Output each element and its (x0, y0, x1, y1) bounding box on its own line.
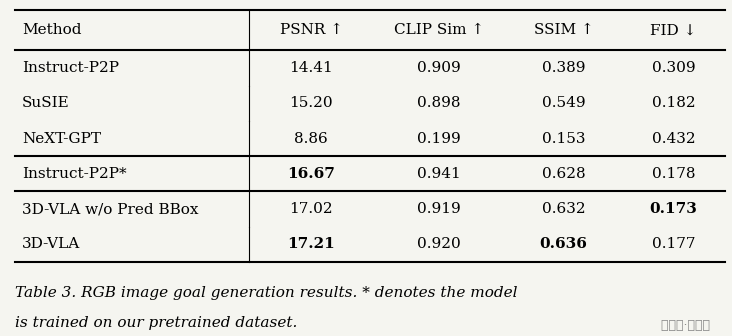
Text: 15.20: 15.20 (289, 96, 333, 110)
Text: FID ↓: FID ↓ (650, 23, 697, 37)
Text: 0.919: 0.919 (417, 202, 461, 216)
Text: Table 3. RGB image goal generation results. * denotes the model: Table 3. RGB image goal generation resul… (15, 286, 517, 300)
Text: 0.389: 0.389 (542, 61, 586, 75)
Text: 0.182: 0.182 (651, 96, 695, 110)
Text: 0.173: 0.173 (649, 202, 698, 216)
Text: 0.909: 0.909 (417, 61, 461, 75)
Text: 0.153: 0.153 (542, 132, 586, 145)
Text: 16.67: 16.67 (287, 167, 335, 181)
Text: Method: Method (22, 23, 81, 37)
Text: SuSIE: SuSIE (22, 96, 70, 110)
Text: is trained on our pretrained dataset.: is trained on our pretrained dataset. (15, 316, 297, 330)
Text: 0.549: 0.549 (542, 96, 586, 110)
Text: 0.898: 0.898 (417, 96, 461, 110)
Text: 17.02: 17.02 (289, 202, 333, 216)
Text: 17.21: 17.21 (287, 238, 335, 251)
Text: CLIP Sim ↑: CLIP Sim ↑ (394, 23, 485, 37)
Text: PSNR ↑: PSNR ↑ (280, 23, 343, 37)
Text: 0.920: 0.920 (417, 238, 461, 251)
Text: 0.178: 0.178 (651, 167, 695, 181)
Text: Instruct-P2P: Instruct-P2P (22, 61, 119, 75)
Text: 0.432: 0.432 (651, 132, 695, 145)
Text: 0.632: 0.632 (542, 202, 586, 216)
Text: 0.199: 0.199 (417, 132, 461, 145)
Text: SSIM ↑: SSIM ↑ (534, 23, 594, 37)
Text: 0.177: 0.177 (651, 238, 695, 251)
Text: 0.628: 0.628 (542, 167, 586, 181)
Text: 14.41: 14.41 (289, 61, 333, 75)
Text: 8.86: 8.86 (294, 132, 328, 145)
Text: 0.941: 0.941 (417, 167, 461, 181)
Text: 3D-VLA: 3D-VLA (22, 238, 81, 251)
Text: 公众号·新智元: 公众号·新智元 (653, 319, 710, 332)
Text: Instruct-P2P*: Instruct-P2P* (22, 167, 127, 181)
Text: 0.636: 0.636 (539, 238, 588, 251)
Text: 0.309: 0.309 (651, 61, 695, 75)
Text: 3D-VLA w/o Pred BBox: 3D-VLA w/o Pred BBox (22, 202, 198, 216)
Text: NeXT-GPT: NeXT-GPT (22, 132, 101, 145)
